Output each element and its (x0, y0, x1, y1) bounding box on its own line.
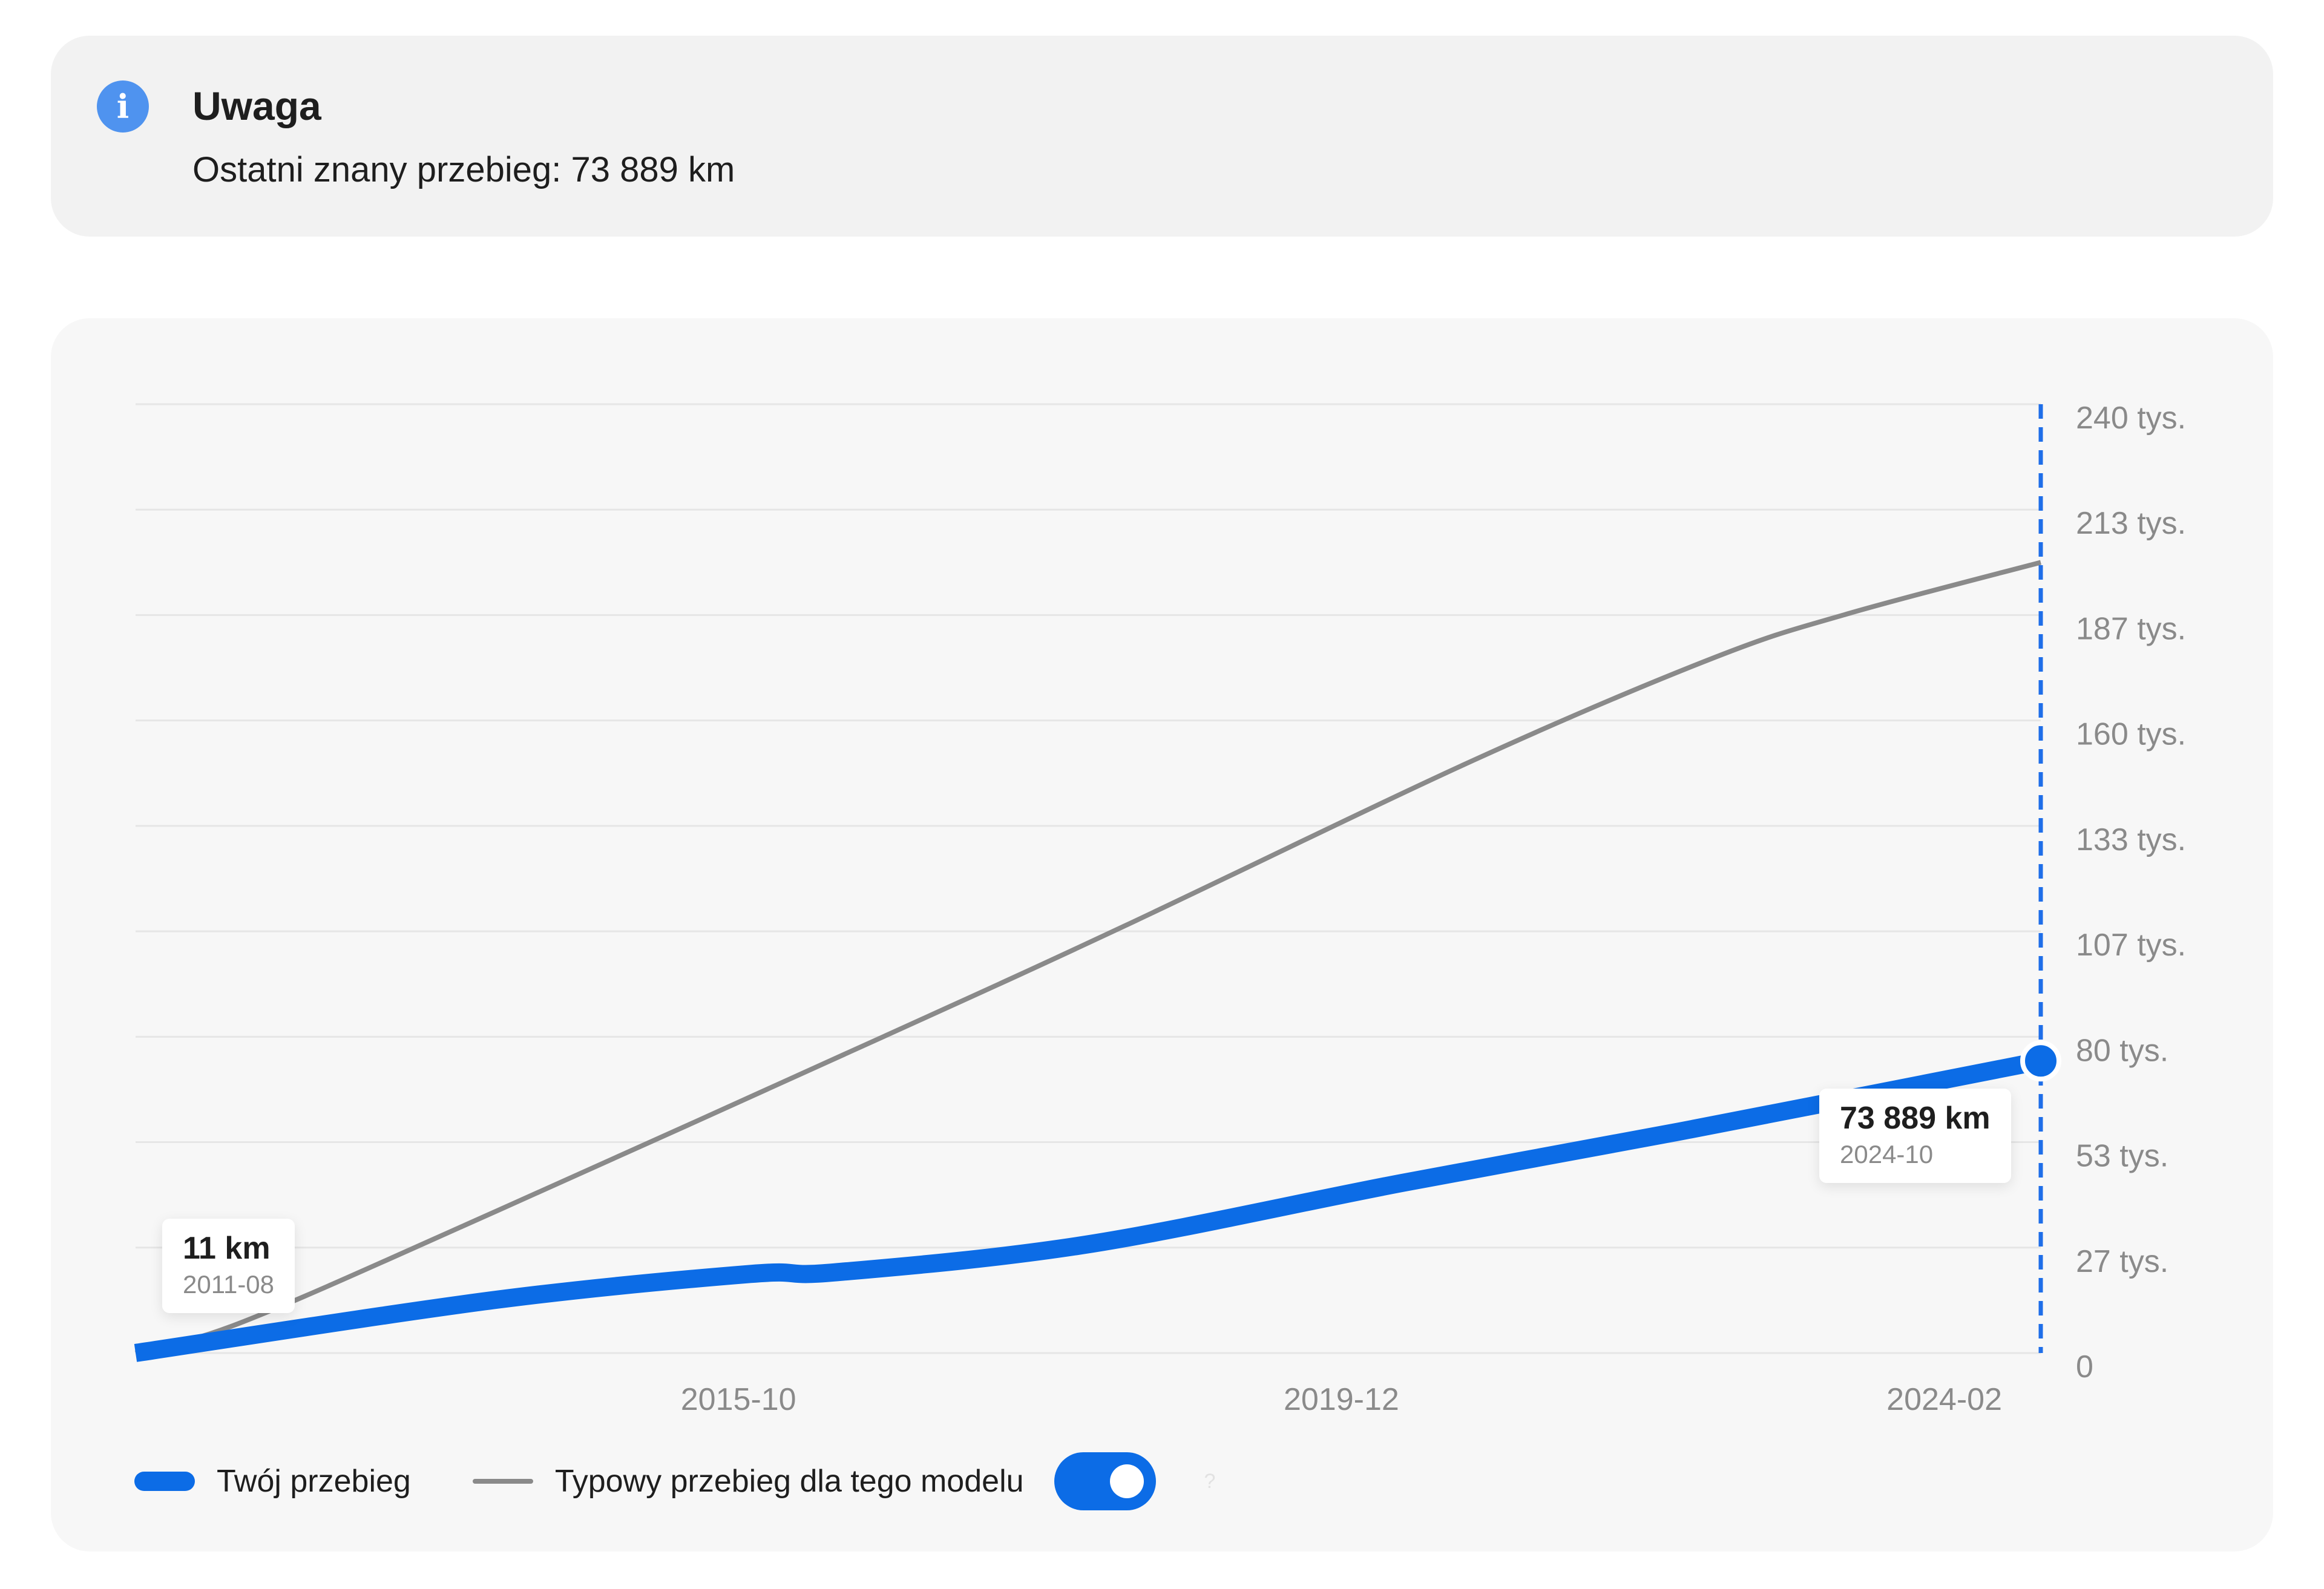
legend-swatch-your-mileage (134, 1472, 195, 1491)
y-axis-ticks: 0 27 tys. 53 tys. 80 tys. 107 tys. 133 tys. 16… (2076, 401, 2186, 1384)
legend-label-typical-mileage: Typowy przebieg dla tego modelu (554, 1464, 1024, 1499)
question-mark-icon[interactable]: ? (1204, 1469, 1216, 1493)
y-tick-label: 27 tys. (2076, 1244, 2168, 1279)
chart-card (51, 318, 2273, 1551)
legend-swatch-typical-mileage (472, 1479, 533, 1484)
x-tick-label: 2024-02 (1886, 1382, 2002, 1417)
tooltip-date: 2024-10 (1840, 1140, 1934, 1169)
tooltip-date: 2011-08 (183, 1270, 275, 1299)
y-tick-label: 0 (2076, 1349, 2093, 1384)
start-point-tooltip: 11 km 2011-08 (162, 1218, 295, 1313)
x-axis-ticks: 2015-10 2019-12 2024-02 (681, 1382, 2002, 1417)
y-tick-label: 133 tys. (2076, 822, 2186, 857)
y-tick-label: 53 tys. (2076, 1139, 2168, 1174)
x-tick-label: 2019-12 (1284, 1382, 1399, 1417)
y-tick-label: 213 tys. (2076, 506, 2186, 541)
notice-panel: i Uwaga Ostatni znany przebieg: 73 889 k… (51, 36, 2273, 237)
last-point-tooltip: 73 889 km 2024-10 (1819, 1089, 2011, 1184)
info-icon: i (97, 80, 149, 133)
series-lines (134, 560, 2043, 1362)
y-tick-label: 160 tys. (2076, 717, 2186, 752)
y-tick-label: 107 tys. (2076, 928, 2186, 963)
typical-mileage-toggle[interactable] (1054, 1452, 1156, 1510)
notice-title: Uwaga (192, 84, 321, 128)
x-tick-label: 2015-10 (681, 1382, 796, 1417)
notice-text: Ostatni znany przebieg: 73 889 km (192, 150, 735, 189)
y-tick-label: 240 tys. (2076, 401, 2186, 436)
tooltip-value: 73 889 km (1840, 1101, 1991, 1136)
y-tick-label: 187 tys. (2076, 611, 2186, 646)
last-point-marker (2020, 1040, 2061, 1082)
legend-label-your-mileage: Twój przebieg (217, 1464, 411, 1499)
toggle-knob (1109, 1464, 1144, 1498)
chart-legend: Twój przebieg Typowy przebieg dla tego m… (134, 1451, 1215, 1512)
series-line-typical-mileage (134, 560, 2042, 1355)
y-tick-label: 80 tys. (2076, 1033, 2168, 1068)
cursor-line (2020, 404, 2061, 1353)
series-line-your-mileage (134, 1052, 2043, 1362)
tooltip-value: 11 km (183, 1230, 271, 1266)
grid-lines (136, 403, 2041, 1354)
